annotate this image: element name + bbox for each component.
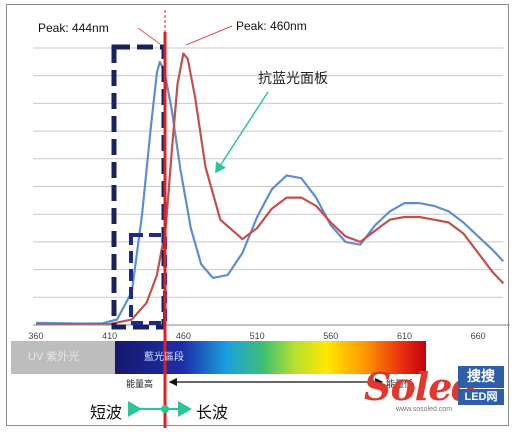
series-line-blue (35, 60, 505, 325)
peak-left-pointer (137, 27, 161, 45)
x-tick-label: 510 (250, 331, 265, 341)
x-tick-label: 610 (397, 331, 412, 341)
visible-spectrum-band (115, 341, 426, 374)
gridlines (33, 47, 504, 298)
peak-right-pointer (185, 25, 233, 46)
x-tick-label: 410 (102, 331, 117, 341)
x-tick-label: 360 (28, 331, 43, 341)
filter-arrow (215, 91, 269, 174)
x-tick-label: 660 (471, 331, 486, 341)
soled-logo: Soled 搜搜 LED网 www.sosoled.com (352, 362, 512, 420)
long-wave-label: 长波 (196, 403, 229, 422)
filter-dashed-box (129, 233, 167, 325)
energy-high-label: 能量高 (126, 379, 154, 389)
peak-right-label: Peak: 460nm (236, 19, 307, 33)
energy-low-label: 能量低 (386, 379, 414, 389)
logo-led-text: LED网 (458, 389, 504, 405)
x-tick-label: 460 (176, 331, 191, 341)
filter-label: 抗蓝光面板 (258, 71, 328, 87)
x-tick-label: 560 (323, 331, 338, 341)
logo-cn-text: 搜搜 (458, 366, 504, 388)
wave-arrow-center (161, 405, 169, 413)
peak-left-label: Peak: 444nm (38, 21, 109, 35)
chart-frame (6, 4, 509, 426)
series-layer (35, 52, 505, 326)
series-line-red (36, 52, 505, 326)
blue-band-label: 藍光區段 (144, 352, 184, 363)
x-tick-labels: 360 410 460 510 560 610 660 (28, 331, 485, 341)
uv-label: UV 紫外光 (28, 351, 80, 363)
short-wave-label: 短波 (90, 403, 123, 422)
logo-url: www.sosoled.com (396, 406, 453, 413)
uv-band (11, 341, 115, 374)
